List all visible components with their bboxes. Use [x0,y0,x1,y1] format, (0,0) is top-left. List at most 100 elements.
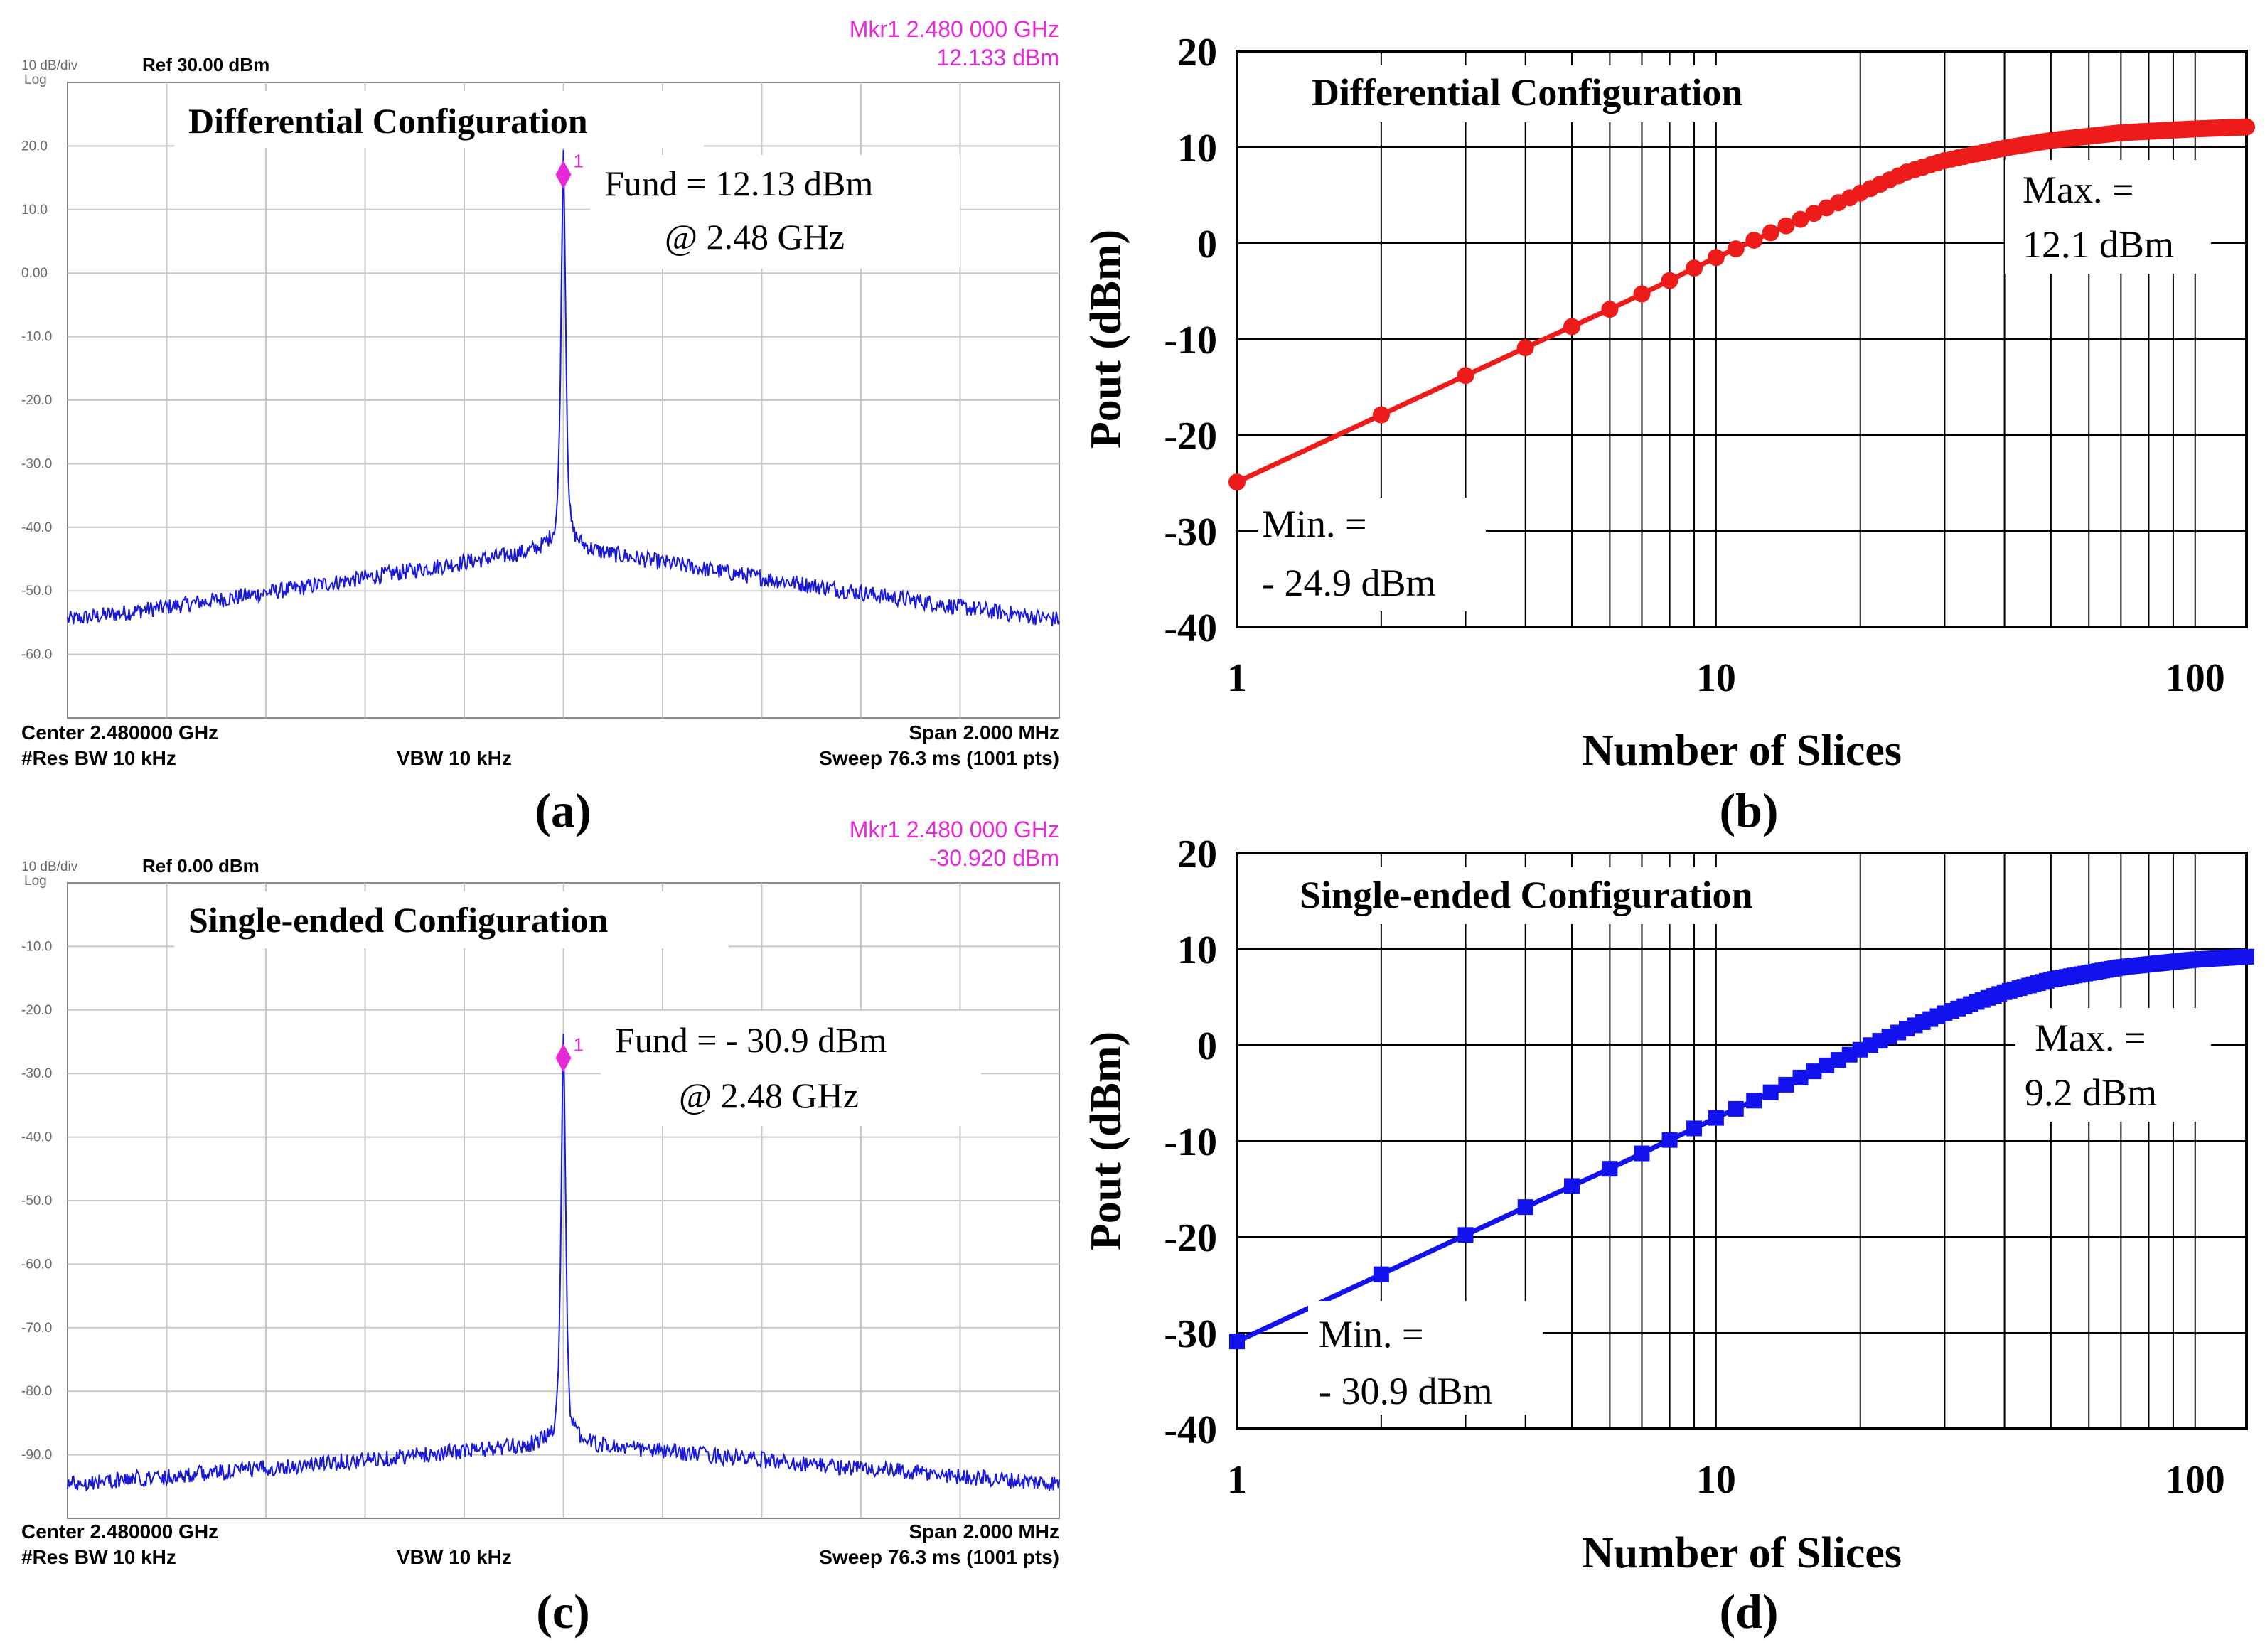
data-point-marker [1777,217,1795,235]
y-tick-label: 0 [1197,1024,1217,1068]
y-tick-label: -70.0 [21,1321,52,1336]
y-tick-label: -30.0 [21,1066,52,1081]
data-point-marker [1686,259,1703,277]
data-point-marker [1517,1199,1533,1216]
title-background [1305,65,1816,122]
center-frequency-label: Center 2.480000 GHz [21,722,218,744]
spectrum-y-ticks: -10.0 -20.0 -30.0 -40.0 -50.0 -60.0 -70.0 -80.0… [21,939,52,1462]
span-label: Span 2.000 MHz [909,1520,1059,1543]
data-point-marker [1228,473,1246,491]
marker-power-readout: 12.133 dBm [936,45,1059,70]
y-tick-label: -40.0 [21,520,52,535]
title-background [1290,867,1831,924]
marker-power-readout: -30.920 dBm [929,845,1059,871]
min-annotation-background [1258,498,1486,611]
y-tick-label: -40 [1164,606,1217,650]
pout-title: Single-ended Configuration [1300,874,1753,916]
data-point-marker [1602,1161,1618,1177]
log-label: Log [24,73,47,87]
pout-series-markers [1229,948,2254,1350]
y-tick-label: -40.0 [21,1130,52,1145]
max-annotation-background [2005,160,2211,274]
x-axis-label: Number of Slices [1582,726,1902,775]
spectrum-y-ticks: 20.0 10.0 0.00 -10.0 -20.0 -30.0 -40.0 -50.0 -60… [21,139,52,662]
y-tick-label: 10.0 [21,203,48,218]
y-tick-label: -10.0 [21,330,52,345]
data-point-marker [1778,1076,1794,1093]
y-axis-label: Pout (dBm) [1082,1031,1130,1250]
data-point-marker [1792,1069,1809,1085]
fund-frequency-annotation: @ 2.48 GHz [665,217,845,257]
spectrum-title: Differential Configuration [188,101,588,141]
y-tick-label: 0 [1197,222,1217,267]
rbw-label: #Res BW 10 kHz [21,747,176,769]
ref-level-label: Ref 30.00 dBm [142,54,269,75]
marker-id-label: 1 [574,1034,584,1055]
y-tick-label: -30.0 [21,456,52,471]
data-point-marker [1661,1132,1678,1148]
panel-letter-d: (d) [1719,1584,1778,1638]
data-point-marker [1633,285,1651,303]
y-tick-label: -10 [1164,1120,1217,1164]
data-point-marker [1708,1110,1724,1126]
marker-diamond-icon [555,160,572,189]
y-tick-label: 0.00 [21,266,48,281]
sweep-label: Sweep 76.3 ms (1001 pts) [819,747,1059,769]
y-tick-label: 10 [1177,928,1217,972]
y-tick-label: -50.0 [21,584,52,599]
x-tick-label: 100 [2165,656,2225,700]
ref-level-label: Ref 0.00 dBm [142,855,259,876]
min-label: Min. = [1262,503,1366,545]
y-tick-label: -40 [1164,1408,1217,1452]
min-value: - 24.9 dBm [1262,562,1436,604]
data-point-marker [1634,1145,1650,1162]
spectrum-panel-c: 10 dB/div Log Ref 0.00 dBm Mkr1 2.480 00… [21,817,1060,1638]
vbw-label: VBW 10 kHz [397,747,512,769]
data-point-marker [1745,231,1763,249]
min-annotation-background [1308,1301,1543,1415]
x-tick-label: 1 [1227,656,1247,700]
pout-grid [1237,853,2247,1429]
spectrum-title: Single-ended Configuration [188,900,609,940]
y-tick-label: -60.0 [21,648,52,663]
pout-y-ticks: 20 10 0 -10 -20 -30 -40 [1164,832,1217,1452]
data-point-marker [1601,301,1619,318]
pout-y-ticks: 20 10 0 -10 -20 -30 -40 [1164,31,1217,650]
y-tick-label: -90.0 [21,1448,52,1463]
data-point-marker [1728,1100,1744,1117]
fund-power-annotation: Fund = - 30.9 dBm [615,1020,887,1060]
min-label: Min. = [1319,1313,1423,1356]
marker-frequency-readout: Mkr1 2.480 000 GHz [850,817,1059,842]
data-point-marker [1564,1178,1580,1194]
y-tick-label: 20 [1177,832,1217,876]
data-point-marker [1516,339,1534,357]
data-point-marker [1819,1057,1835,1073]
data-point-marker [1661,272,1678,289]
title-background [174,891,729,948]
y-tick-label: -60.0 [21,1257,52,1272]
pout-title: Differential Configuration [1312,71,1742,114]
data-point-marker [1372,406,1390,424]
y-tick-label: -30 [1164,1312,1217,1356]
max-annotation-background [2015,1008,2211,1122]
sweep-label: Sweep 76.3 ms (1001 pts) [819,1546,1059,1568]
marker-id-label: 1 [574,151,584,172]
data-point-marker [1762,224,1779,242]
data-point-marker [1806,1063,1822,1080]
x-tick-label: 1 [1227,1458,1247,1502]
data-point-marker [2239,948,2254,965]
x-axis-label: Number of Slices [1582,1529,1902,1577]
marker-frequency-readout: Mkr1 2.480 000 GHz [850,16,1059,42]
y-tick-label: -20.0 [21,1003,52,1018]
log-label: Log [24,874,47,889]
y-tick-label: -10 [1164,318,1217,363]
pout-x-ticks: 1 10 100 [1227,656,2225,700]
max-value: 9.2 dBm [2025,1071,2157,1114]
fund-annotation-background [590,155,960,269]
data-point-marker [1707,249,1725,267]
x-tick-label: 100 [2165,1458,2225,1502]
pout-x-ticks: 1 10 100 [1227,1458,2225,1502]
center-frequency-label: Center 2.480000 GHz [21,1520,218,1543]
